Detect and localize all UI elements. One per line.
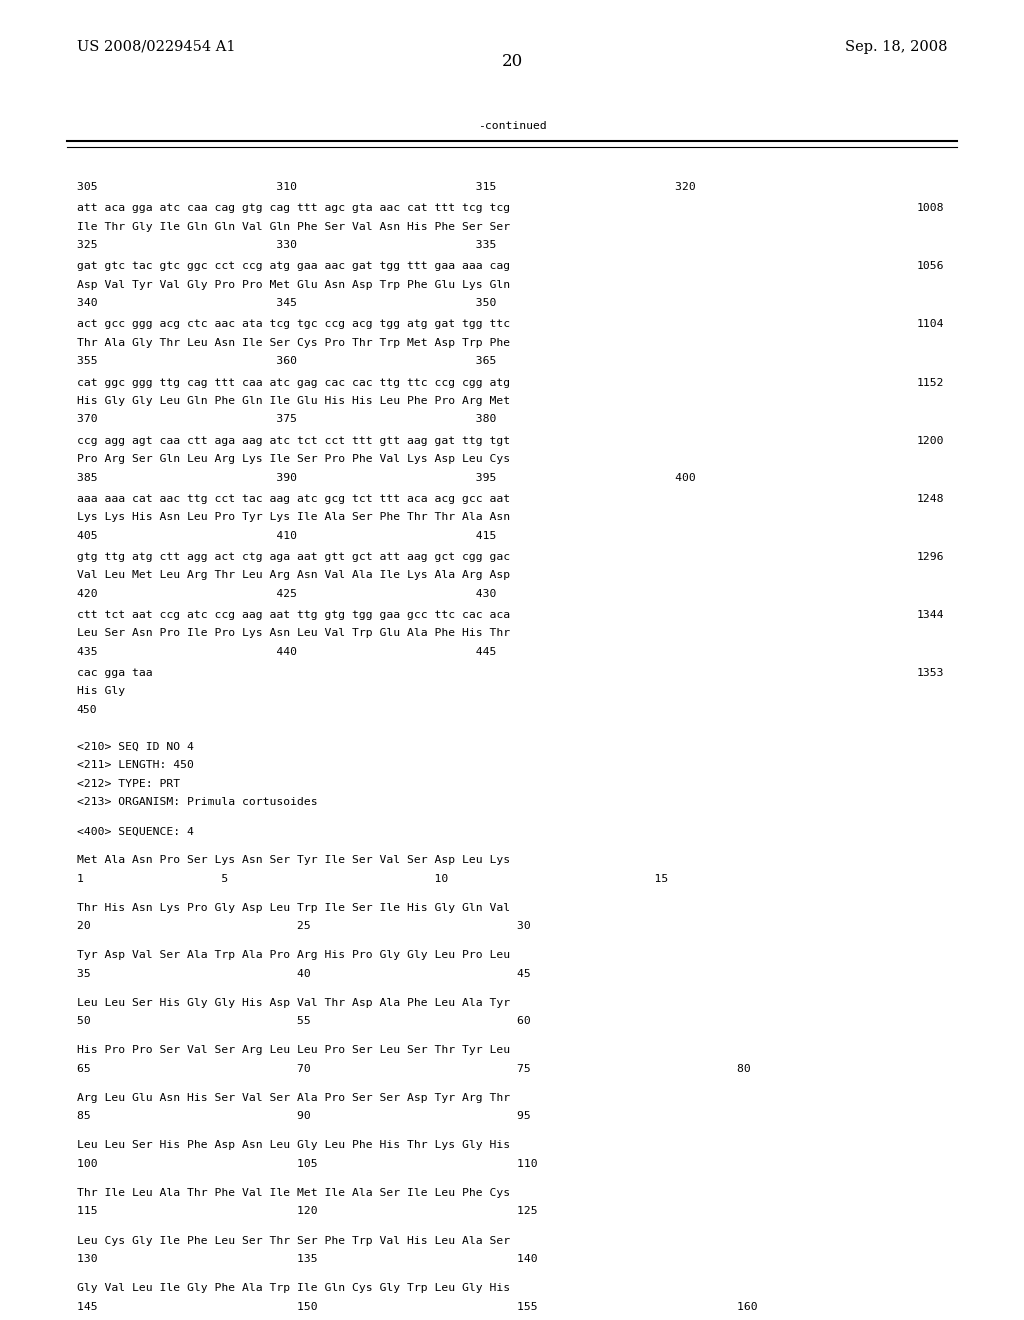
Text: <212> TYPE: PRT: <212> TYPE: PRT: [77, 779, 180, 789]
Text: 20                              25                              30: 20 25 30: [77, 921, 530, 932]
Text: gat gtc tac gtc ggc cct ccg atg gaa aac gat tgg ttt gaa aaa cag: gat gtc tac gtc ggc cct ccg atg gaa aac …: [77, 261, 510, 272]
Text: Asp Val Tyr Val Gly Pro Pro Met Glu Asn Asp Trp Phe Glu Lys Gln: Asp Val Tyr Val Gly Pro Pro Met Glu Asn …: [77, 280, 510, 290]
Text: His Gly: His Gly: [77, 686, 125, 697]
Text: 100                             105                             110: 100 105 110: [77, 1159, 538, 1170]
Text: His Pro Pro Ser Val Ser Arg Leu Leu Pro Ser Leu Ser Thr Tyr Leu: His Pro Pro Ser Val Ser Arg Leu Leu Pro …: [77, 1045, 510, 1056]
Text: 1344: 1344: [916, 610, 944, 620]
Text: 1353: 1353: [916, 668, 944, 678]
Text: 1                    5                              10                          : 1 5 10: [77, 874, 668, 884]
Text: Leu Ser Asn Pro Ile Pro Lys Asn Leu Val Trp Glu Ala Phe His Thr: Leu Ser Asn Pro Ile Pro Lys Asn Leu Val …: [77, 628, 510, 639]
Text: Thr His Asn Lys Pro Gly Asp Leu Trp Ile Ser Ile His Gly Gln Val: Thr His Asn Lys Pro Gly Asp Leu Trp Ile …: [77, 903, 510, 913]
Text: 65                              70                              75              : 65 70 75: [77, 1064, 751, 1074]
Text: Thr Ile Leu Ala Thr Phe Val Ile Met Ile Ala Ser Ile Leu Phe Cys: Thr Ile Leu Ala Thr Phe Val Ile Met Ile …: [77, 1188, 510, 1199]
Text: 115                             120                             125: 115 120 125: [77, 1206, 538, 1217]
Text: act gcc ggg acg ctc aac ata tcg tgc ccg acg tgg atg gat tgg ttc: act gcc ggg acg ctc aac ata tcg tgc ccg …: [77, 319, 510, 330]
Text: 305                          310                          315                   : 305 310 315: [77, 182, 695, 193]
Text: att aca gga atc caa cag gtg cag ttt agc gta aac cat ttt tcg tcg: att aca gga atc caa cag gtg cag ttt agc …: [77, 203, 510, 214]
Text: Pro Arg Ser Gln Leu Arg Lys Ile Ser Pro Phe Val Lys Asp Leu Cys: Pro Arg Ser Gln Leu Arg Lys Ile Ser Pro …: [77, 454, 510, 465]
Text: 50                              55                              60: 50 55 60: [77, 1016, 530, 1027]
Text: 385                          390                          395                   : 385 390 395: [77, 473, 695, 483]
Text: Leu Leu Ser His Phe Asp Asn Leu Gly Leu Phe His Thr Lys Gly His: Leu Leu Ser His Phe Asp Asn Leu Gly Leu …: [77, 1140, 510, 1151]
Text: ccg agg agt caa ctt aga aag atc tct cct ttt gtt aag gat ttg tgt: ccg agg agt caa ctt aga aag atc tct cct …: [77, 436, 510, 446]
Text: US 2008/0229454 A1: US 2008/0229454 A1: [77, 40, 236, 54]
Text: <211> LENGTH: 450: <211> LENGTH: 450: [77, 760, 194, 771]
Text: 340                          345                          350: 340 345 350: [77, 298, 497, 309]
Text: Sep. 18, 2008: Sep. 18, 2008: [845, 40, 947, 54]
Text: <213> ORGANISM: Primula cortusoides: <213> ORGANISM: Primula cortusoides: [77, 797, 317, 808]
Text: Arg Leu Glu Asn His Ser Val Ser Ala Pro Ser Ser Asp Tyr Arg Thr: Arg Leu Glu Asn His Ser Val Ser Ala Pro …: [77, 1093, 510, 1104]
Text: 130                             135                             140: 130 135 140: [77, 1254, 538, 1265]
Text: 355                          360                          365: 355 360 365: [77, 356, 497, 367]
Text: 1200: 1200: [916, 436, 944, 446]
Text: 435                          440                          445: 435 440 445: [77, 647, 497, 657]
Text: Leu Leu Ser His Gly Gly His Asp Val Thr Asp Ala Phe Leu Ala Tyr: Leu Leu Ser His Gly Gly His Asp Val Thr …: [77, 998, 510, 1008]
Text: aaa aaa cat aac ttg cct tac aag atc gcg tct ttt aca acg gcc aat: aaa aaa cat aac ttg cct tac aag atc gcg …: [77, 494, 510, 504]
Text: <400> SEQUENCE: 4: <400> SEQUENCE: 4: [77, 826, 194, 837]
Text: 145                             150                             155             : 145 150 155: [77, 1302, 758, 1312]
Text: 420                          425                          430: 420 425 430: [77, 589, 497, 599]
Text: Tyr Asp Val Ser Ala Trp Ala Pro Arg His Pro Gly Gly Leu Pro Leu: Tyr Asp Val Ser Ala Trp Ala Pro Arg His …: [77, 950, 510, 961]
Text: Gly Val Leu Ile Gly Phe Ala Trp Ile Gln Cys Gly Trp Leu Gly His: Gly Val Leu Ile Gly Phe Ala Trp Ile Gln …: [77, 1283, 510, 1294]
Text: 325                          330                          335: 325 330 335: [77, 240, 497, 251]
Text: His Gly Gly Leu Gln Phe Gln Ile Glu His His Leu Phe Pro Arg Met: His Gly Gly Leu Gln Phe Gln Ile Glu His …: [77, 396, 510, 407]
Text: 1104: 1104: [916, 319, 944, 330]
Text: 35                              40                              45: 35 40 45: [77, 969, 530, 979]
Text: 405                          410                          415: 405 410 415: [77, 531, 497, 541]
Text: 1008: 1008: [916, 203, 944, 214]
Text: Ile Thr Gly Ile Gln Gln Val Gln Phe Ser Val Asn His Phe Ser Ser: Ile Thr Gly Ile Gln Gln Val Gln Phe Ser …: [77, 222, 510, 232]
Text: ctt tct aat ccg atc ccg aag aat ttg gtg tgg gaa gcc ttc cac aca: ctt tct aat ccg atc ccg aag aat ttg gtg …: [77, 610, 510, 620]
Text: Thr Ala Gly Thr Leu Asn Ile Ser Cys Pro Thr Trp Met Asp Trp Phe: Thr Ala Gly Thr Leu Asn Ile Ser Cys Pro …: [77, 338, 510, 348]
Text: gtg ttg atg ctt agg act ctg aga aat gtt gct att aag gct cgg gac: gtg ttg atg ctt agg act ctg aga aat gtt …: [77, 552, 510, 562]
Text: 85                              90                              95: 85 90 95: [77, 1111, 530, 1122]
Text: Val Leu Met Leu Arg Thr Leu Arg Asn Val Ala Ile Lys Ala Arg Asp: Val Leu Met Leu Arg Thr Leu Arg Asn Val …: [77, 570, 510, 581]
Text: 1152: 1152: [916, 378, 944, 388]
Text: 450: 450: [77, 705, 97, 715]
Text: 1296: 1296: [916, 552, 944, 562]
Text: cac gga taa: cac gga taa: [77, 668, 153, 678]
Text: 20: 20: [502, 53, 522, 70]
Text: <210> SEQ ID NO 4: <210> SEQ ID NO 4: [77, 742, 194, 752]
Text: 1056: 1056: [916, 261, 944, 272]
Text: cat ggc ggg ttg cag ttt caa atc gag cac cac ttg ttc ccg cgg atg: cat ggc ggg ttg cag ttt caa atc gag cac …: [77, 378, 510, 388]
Text: 1248: 1248: [916, 494, 944, 504]
Text: Lys Lys His Asn Leu Pro Tyr Lys Ile Ala Ser Phe Thr Thr Ala Asn: Lys Lys His Asn Leu Pro Tyr Lys Ile Ala …: [77, 512, 510, 523]
Text: Leu Cys Gly Ile Phe Leu Ser Thr Ser Phe Trp Val His Leu Ala Ser: Leu Cys Gly Ile Phe Leu Ser Thr Ser Phe …: [77, 1236, 510, 1246]
Text: Met Ala Asn Pro Ser Lys Asn Ser Tyr Ile Ser Val Ser Asp Leu Lys: Met Ala Asn Pro Ser Lys Asn Ser Tyr Ile …: [77, 855, 510, 866]
Text: -continued: -continued: [477, 121, 547, 132]
Text: 370                          375                          380: 370 375 380: [77, 414, 497, 425]
